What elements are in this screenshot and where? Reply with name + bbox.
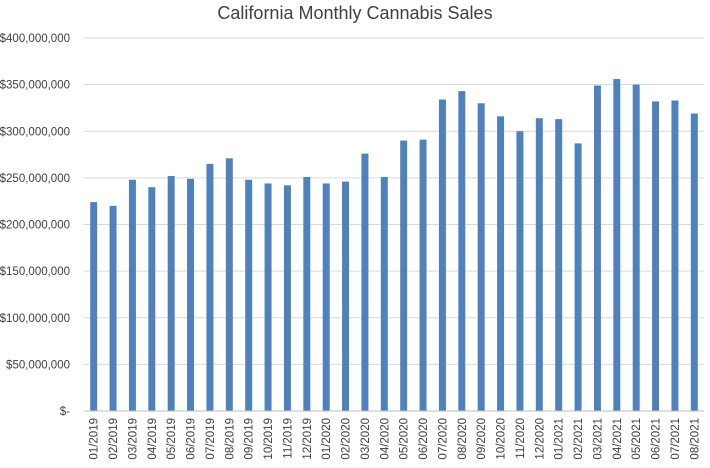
bar-01-2019: [90, 202, 98, 411]
y-tick-label: $200,000,000: [0, 220, 70, 232]
bar-11-2020: [516, 131, 524, 411]
bar-12-2019: [303, 176, 311, 411]
x-tick-label: 06/2019: [186, 418, 198, 460]
y-tick-label: $300,000,000: [0, 126, 70, 138]
x-tick-label: 04/2019: [147, 418, 159, 460]
x-axis-tick-labels: 01/2019 02/2019 03/2019 04/2019 05/2019 06/20…: [89, 418, 702, 460]
x-tick-label: 02/2021: [573, 418, 585, 460]
x-tick-label: 05/2019: [166, 418, 178, 460]
bar-05-2021: [632, 84, 640, 411]
bar-06-2021: [652, 101, 660, 411]
x-tick-label: 11/2020: [515, 418, 527, 459]
bar-04-2019: [148, 187, 156, 411]
x-tick-label: 12/2020: [534, 418, 546, 460]
x-tick-label: 12/2019: [302, 418, 314, 460]
bars: [90, 79, 698, 412]
chart-title: California Monthly Cannabis Sales: [217, 3, 492, 23]
y-axis-tick-labels: $- $50,000,000 $100,000,000 $150,000,000 $20…: [0, 33, 70, 418]
x-tick-label: 10/2019: [263, 418, 275, 460]
x-tick-label: 07/2021: [670, 418, 682, 460]
x-tick-label: 08/2019: [224, 418, 236, 460]
bar-06-2020: [419, 139, 427, 411]
bar-07-2019: [206, 163, 214, 411]
x-tick-label: 09/2020: [476, 418, 488, 460]
bar-12-2020: [535, 118, 543, 411]
x-tick-label: 07/2019: [205, 418, 217, 460]
bar-02-2020: [342, 181, 350, 411]
y-tick-label: $-: [60, 406, 70, 418]
x-tick-label: 11/2019: [282, 418, 294, 459]
bar-09-2019: [245, 179, 253, 411]
bar-04-2021: [613, 79, 621, 411]
x-tick-label: 10/2020: [496, 418, 508, 460]
bar-01-2020: [322, 183, 330, 411]
bar-11-2019: [283, 185, 291, 411]
bar-07-2021: [671, 100, 679, 411]
x-tick-label: 05/2021: [631, 418, 643, 460]
bar-09-2020: [477, 103, 485, 412]
x-tick-label: 07/2020: [437, 418, 449, 460]
x-tick-label: 01/2021: [554, 418, 566, 460]
x-tick-label: 08/2020: [457, 418, 469, 460]
bar-10-2019: [264, 183, 272, 411]
bar-07-2020: [438, 99, 446, 412]
x-tick-label: 04/2020: [379, 418, 391, 460]
bar-04-2020: [380, 176, 388, 411]
bar-05-2019: [167, 176, 175, 411]
bar-08-2020: [458, 91, 466, 411]
bar-03-2020: [361, 153, 369, 411]
y-tick-label: $400,000,000: [0, 33, 70, 45]
bar-06-2019: [187, 178, 195, 411]
bar-10-2020: [497, 116, 505, 411]
bar-08-2021: [690, 113, 698, 411]
bar-03-2019: [128, 179, 136, 411]
x-tick-label: 06/2021: [651, 418, 663, 460]
x-tick-label: 04/2021: [612, 418, 624, 460]
y-tick-label: $50,000,000: [6, 359, 70, 371]
x-tick-label: 05/2020: [399, 418, 411, 460]
x-tick-label: 08/2021: [689, 418, 701, 460]
x-tick-label: 01/2019: [89, 418, 101, 460]
x-tick-label: 03/2020: [360, 418, 372, 460]
y-tick-label: $250,000,000: [0, 173, 70, 185]
bar-08-2019: [225, 158, 233, 411]
x-tick-label: 09/2019: [244, 418, 256, 460]
y-tick-label: $100,000,000: [0, 313, 70, 325]
bar-01-2021: [555, 119, 563, 411]
y-tick-label: $150,000,000: [0, 266, 70, 278]
x-tick-label: 02/2020: [341, 418, 353, 460]
y-tick-label: $350,000,000: [0, 80, 70, 92]
bar-05-2020: [400, 140, 408, 411]
x-tick-label: 01/2020: [321, 418, 333, 460]
x-tick-label: 03/2021: [592, 418, 604, 460]
x-tick-label: 06/2020: [418, 418, 430, 460]
x-tick-label: 02/2019: [108, 418, 120, 460]
bar-02-2021: [574, 143, 582, 411]
gridlines: [84, 37, 704, 365]
bar-03-2021: [593, 85, 601, 412]
bar-02-2019: [109, 205, 117, 411]
x-tick-label: 03/2019: [127, 418, 139, 460]
